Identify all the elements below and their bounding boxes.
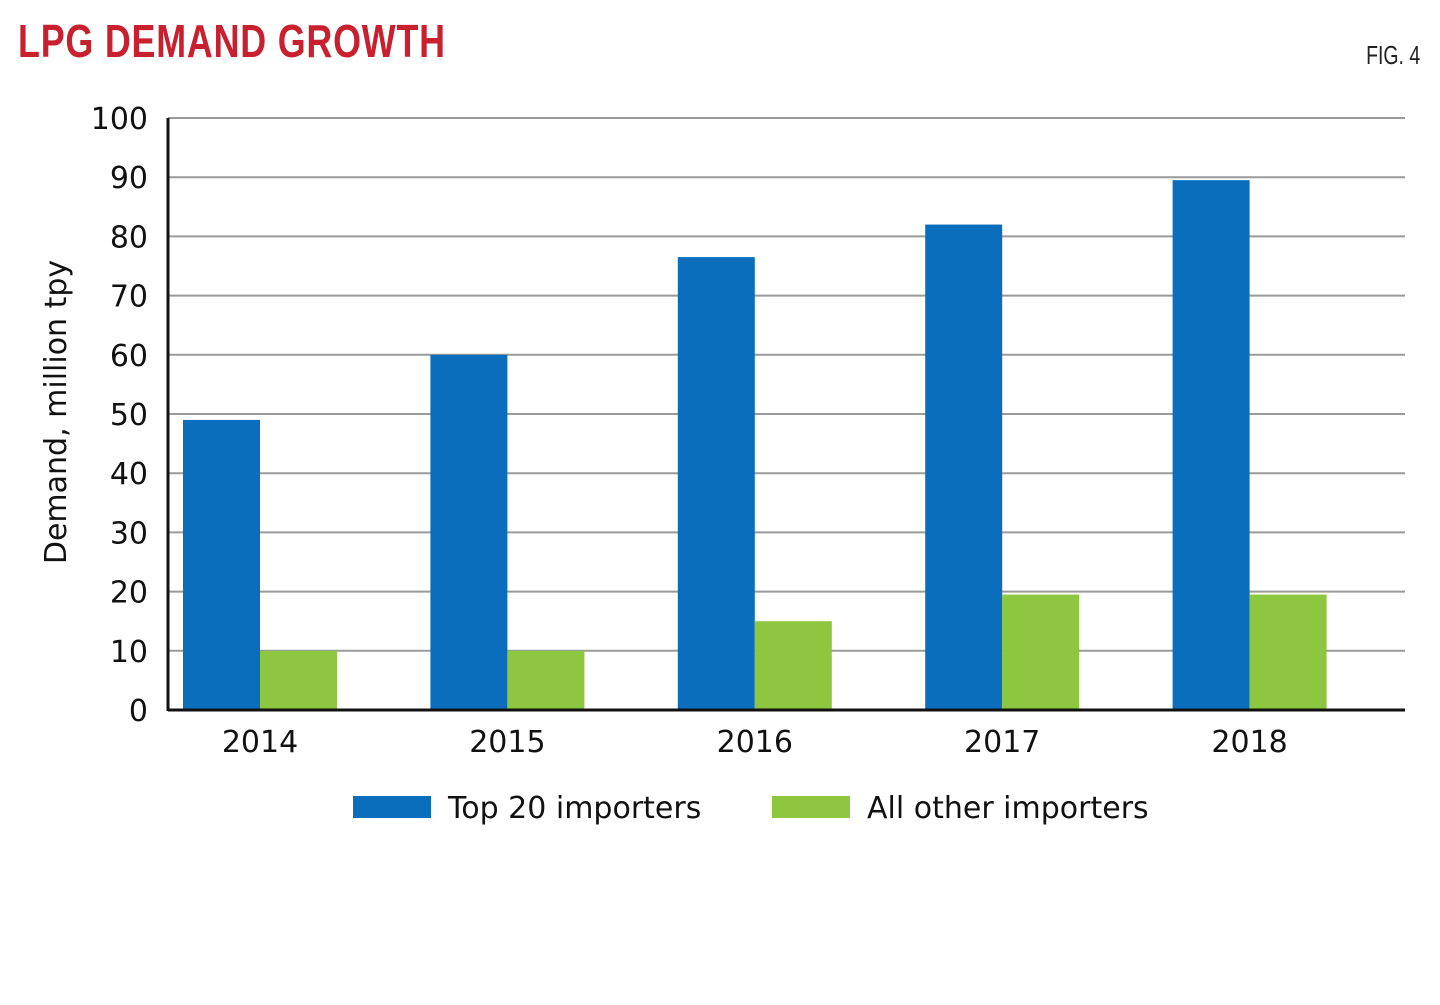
legend-label: All other importers: [867, 791, 1149, 826]
y-tick-label: 90: [110, 161, 148, 196]
figure-label: FIG. 4: [1365, 40, 1420, 70]
bar-all-other-importers: [1249, 594, 1327, 710]
y-tick-label: 100: [91, 102, 148, 137]
x-tick-label: 2015: [469, 725, 545, 760]
bar-all-other-importers: [754, 621, 832, 710]
bar-top-20-importers: [925, 224, 1003, 710]
y-tick-label: 80: [110, 220, 148, 255]
bar-all-other-importers: [260, 650, 337, 710]
y-tick-label: 20: [110, 576, 148, 611]
legend-label: Top 20 importers: [447, 791, 701, 826]
x-tick-label: 2016: [717, 725, 793, 760]
bar-all-other-importers: [507, 650, 585, 710]
y-tick-label: 50: [110, 398, 148, 433]
y-tick-label: 0: [129, 694, 148, 729]
bar-top-20-importers: [183, 419, 260, 710]
chart-title: LPG DEMAND GROWTH: [18, 15, 446, 67]
y-tick-label: 10: [110, 635, 148, 670]
y-axis-label: Demand, million tpy: [39, 260, 74, 564]
y-tick-label: 70: [110, 280, 148, 315]
y-tick-label: 40: [110, 457, 148, 492]
x-tick-label: 2018: [1211, 725, 1287, 760]
bar-top-20-importers: [430, 354, 508, 710]
y-tick-label: 30: [110, 516, 148, 551]
x-tick-label: 2014: [222, 725, 298, 760]
legend-swatch: [353, 796, 431, 818]
bar-all-other-importers: [1002, 594, 1080, 710]
legend-swatch: [772, 796, 850, 818]
y-tick-label: 60: [110, 339, 148, 374]
x-tick-label: 2017: [964, 725, 1040, 760]
bar-top-20-importers: [677, 257, 755, 710]
bar-top-20-importers: [1172, 180, 1250, 710]
